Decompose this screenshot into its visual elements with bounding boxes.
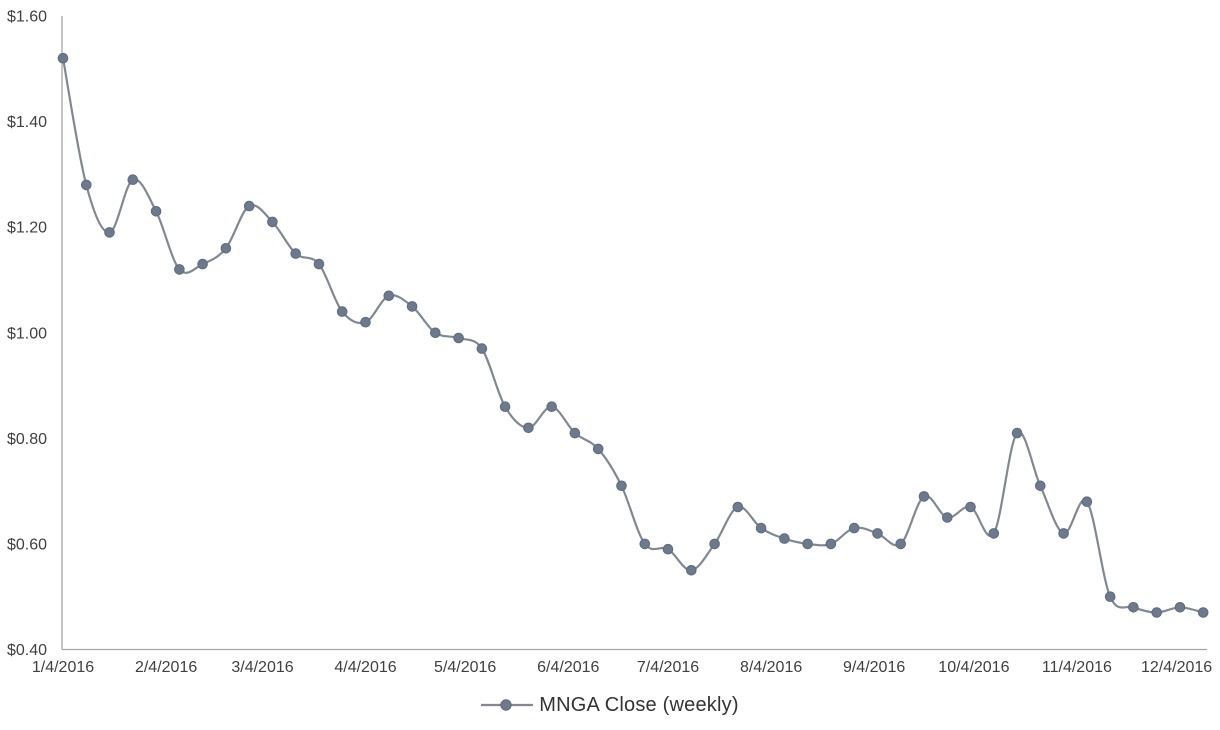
data-point-marker — [1197, 607, 1209, 618]
data-point-marker — [1174, 602, 1186, 613]
data-point-marker — [988, 528, 1000, 539]
data-point-marker — [104, 227, 115, 238]
data-point-marker — [383, 290, 395, 302]
data-point-marker — [1151, 607, 1162, 618]
x-axis-tick-label: 1/4/2016 — [32, 659, 94, 676]
data-point-marker — [569, 427, 581, 439]
data-point-marker — [616, 480, 627, 492]
data-point-marker — [802, 538, 813, 550]
data-point-marker — [732, 501, 744, 513]
data-point-marker — [1081, 496, 1093, 508]
legend-marker-sample — [500, 699, 512, 711]
y-axis-tick-label: $1.00 — [7, 325, 47, 342]
x-axis-tick-label: 11/4/2016 — [1042, 659, 1112, 676]
data-point-marker — [709, 538, 720, 550]
data-point-marker — [662, 543, 674, 555]
data-point-marker — [1128, 602, 1139, 613]
series-line — [61, 57, 1205, 614]
data-point-marker — [592, 443, 604, 455]
data-point-marker — [174, 264, 185, 275]
data-point-marker — [127, 174, 139, 185]
y-axis-tick-label: $1.40 — [7, 114, 47, 131]
data-point-marker — [150, 206, 162, 217]
data-point-marker — [848, 522, 860, 534]
data-point-marker — [755, 522, 767, 534]
data-point-marker — [779, 533, 790, 544]
data-point-marker — [81, 179, 92, 191]
data-point-marker — [523, 422, 534, 434]
x-axis-tick-label: 3/4/2016 — [231, 659, 293, 676]
data-point-marker — [267, 216, 278, 228]
data-point-marker — [1011, 427, 1023, 439]
data-point-marker — [499, 401, 511, 413]
data-point-marker — [476, 343, 488, 354]
data-point-marker — [430, 327, 441, 339]
x-axis-tick-label: 2/4/2016 — [135, 659, 197, 676]
data-point-marker — [1104, 591, 1116, 603]
data-point-marker — [57, 52, 69, 64]
x-axis-tick-label: 4/4/2016 — [334, 659, 396, 676]
data-point-marker — [243, 200, 255, 212]
y-axis-tick-label: $0.40 — [7, 642, 47, 659]
y-axis-tick-label: $1.20 — [7, 220, 47, 237]
x-axis-tick-label: 8/4/2016 — [740, 659, 802, 676]
y-axis-tick-label: $1.60 — [7, 9, 47, 26]
data-point-marker — [290, 248, 302, 259]
x-axis-tick-label: 7/4/2016 — [637, 659, 699, 676]
data-point-marker — [220, 243, 232, 254]
data-point-marker — [197, 258, 208, 270]
x-axis-tick-label: 12/4/2016 — [1141, 659, 1212, 676]
data-point-marker — [918, 491, 930, 502]
data-point-marker — [546, 401, 558, 413]
chart-legend: MNGA Close (weekly) — [0, 693, 1220, 717]
legend-line-marker-icon — [481, 699, 534, 711]
data-point-marker — [872, 528, 883, 539]
data-point-marker — [825, 538, 837, 550]
data-point-marker — [360, 316, 371, 328]
data-point-marker — [639, 538, 651, 550]
y-axis-tick-label: $0.80 — [7, 431, 47, 448]
data-point-marker — [313, 258, 325, 270]
x-axis-tick-label: 6/4/2016 — [537, 659, 599, 676]
data-point-marker — [1058, 528, 1069, 539]
data-point-marker — [895, 538, 907, 550]
data-point-marker — [453, 332, 464, 344]
legend-label: MNGA Close (weekly) — [539, 693, 739, 716]
data-point-marker — [965, 501, 976, 513]
data-point-marker — [1035, 480, 1046, 492]
data-point-marker — [406, 301, 418, 312]
y-axis-tick-label: $0.60 — [7, 536, 47, 553]
x-axis-tick-label: 9/4/2016 — [843, 659, 905, 676]
data-point-marker — [686, 565, 697, 576]
data-point-marker — [942, 512, 953, 523]
x-axis-tick-label: 5/4/2016 — [434, 659, 496, 676]
x-axis-tick-label: 10/4/2016 — [938, 659, 1009, 676]
data-point-marker — [336, 306, 348, 317]
